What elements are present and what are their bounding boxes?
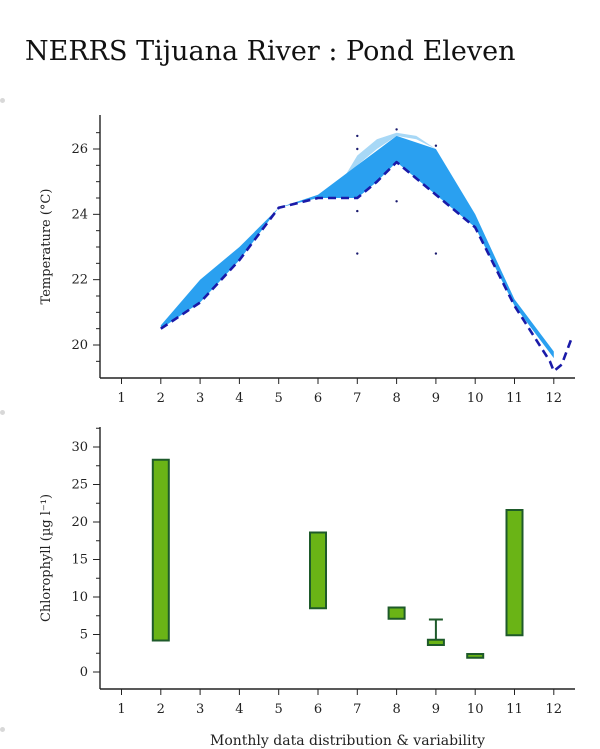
chl-x-tick-label: 12 — [546, 702, 563, 717]
chl-x-tick-label: 8 — [392, 702, 400, 717]
edge-marker — [0, 410, 5, 415]
chl-x-tick-label: 5 — [275, 702, 283, 717]
chl-box — [309, 531, 327, 610]
temp-x-tick-label: 6 — [314, 391, 322, 406]
temp-point — [356, 252, 359, 255]
chl-y-tick-label: 0 — [80, 665, 88, 680]
temp-point — [434, 144, 438, 147]
temp-dashed-series — [160, 160, 573, 373]
chl-x-tick-label: 3 — [196, 702, 204, 717]
temp-y-tick-label: 24 — [71, 207, 88, 222]
temp-point — [356, 209, 359, 213]
temp-x-tick-label: 9 — [432, 391, 440, 406]
chl-box — [387, 606, 406, 620]
chl-y-tick-label: 30 — [71, 440, 88, 455]
chl-y-tick-label: 20 — [71, 515, 88, 530]
temp-point — [434, 252, 438, 255]
temp-y-axis-label: Temperature (°C) — [39, 189, 54, 305]
chl-y-tick-label: 10 — [71, 590, 88, 605]
temp-light-band — [337, 132, 436, 189]
temp-x-tick-label: 10 — [467, 391, 484, 406]
temp-x-tick-label: 2 — [157, 391, 165, 406]
chl-y-axis-label: Chlorophyll (µg l⁻¹) — [39, 494, 54, 622]
chl-box — [466, 653, 485, 659]
chl-x-tick-label: 11 — [506, 702, 523, 717]
temp-point — [356, 147, 359, 151]
chl-x-tick-label: 1 — [117, 702, 125, 717]
temp-x-tick-label: 7 — [353, 391, 361, 406]
temp-y-tick-label: 22 — [71, 273, 88, 288]
temp-point — [356, 134, 359, 138]
chl-y-tick-label: 15 — [71, 553, 88, 568]
temp-x-tick-label: 11 — [506, 391, 523, 406]
chl-box — [151, 458, 170, 642]
temp-point — [395, 128, 398, 131]
temp-x-tick-label: 3 — [196, 391, 204, 406]
edge-marker — [0, 727, 5, 732]
chl-x-tick-label: 4 — [235, 702, 243, 717]
chl-y-tick-label: 5 — [80, 628, 88, 643]
temp-x-tick-label: 5 — [275, 391, 283, 406]
temp-x-tick-label: 12 — [546, 391, 563, 406]
temp-point — [395, 200, 398, 203]
temp-x-tick-label: 4 — [235, 391, 243, 406]
temp-y-tick-label: 26 — [71, 142, 88, 157]
chl-box — [426, 638, 445, 646]
chl-x-tick-label: 9 — [432, 702, 440, 717]
chl-y-tick-label: 25 — [71, 478, 88, 493]
edge-marker — [0, 98, 5, 103]
chart-caption: Monthly data distribution & variability — [210, 733, 486, 749]
temp-band — [160, 135, 554, 359]
temp-x-tick-label: 1 — [117, 391, 125, 406]
chl-x-tick-label: 6 — [314, 702, 322, 717]
chl-box — [505, 509, 524, 637]
page-title: NERRS Tijuana River : Pond Eleven — [25, 36, 516, 67]
temp-y-tick-label: 20 — [71, 338, 88, 353]
chl-x-tick-label: 7 — [353, 702, 361, 717]
chl-x-tick-label: 2 — [157, 702, 165, 717]
temp-x-tick-label: 8 — [392, 391, 400, 406]
chl-x-tick-label: 10 — [467, 702, 484, 717]
